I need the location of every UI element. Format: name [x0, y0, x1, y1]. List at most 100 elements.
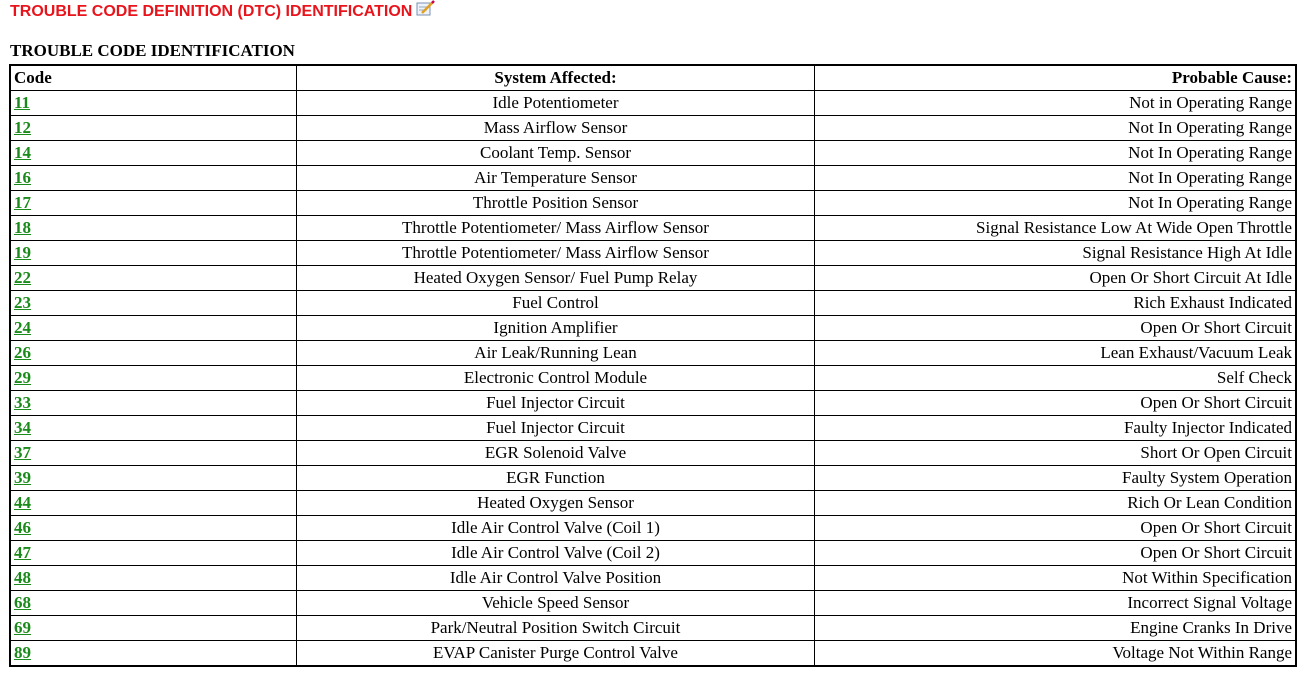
code-link[interactable]: 18 — [14, 218, 31, 237]
system-cell: Mass Airflow Sensor — [296, 115, 815, 141]
cause-cell: Open Or Short Circuit — [814, 515, 1297, 541]
code-link[interactable]: 16 — [14, 168, 31, 187]
table-row: 69 Park/Neutral Position Switch Circuit En… — [9, 615, 1297, 641]
code-cell: 16 — [9, 165, 297, 191]
code-cell: 33 — [9, 390, 297, 416]
code-link[interactable]: 48 — [14, 568, 31, 587]
code-cell: 89 — [9, 640, 297, 667]
system-cell: Throttle Position Sensor — [296, 190, 815, 216]
system-cell: Park/Neutral Position Switch Circuit — [296, 615, 815, 641]
code-link[interactable]: 34 — [14, 418, 31, 437]
system-cell: Idle Air Control Valve Position — [296, 565, 815, 591]
code-link[interactable]: 26 — [14, 343, 31, 362]
system-cell: Heated Oxygen Sensor — [296, 490, 815, 516]
system-cell: Fuel Injector Circuit — [296, 415, 815, 441]
table-row: 19 Throttle Potentiometer/ Mass Airflow S… — [9, 240, 1297, 266]
system-cell: Heated Oxygen Sensor/ Fuel Pump Relay — [296, 265, 815, 291]
table-row: 89 EVAP Canister Purge Control Valve Volta… — [9, 640, 1297, 667]
code-link[interactable]: 22 — [14, 268, 31, 287]
cause-cell: Faulty System Operation — [814, 465, 1297, 491]
table-row: 37 EGR Solenoid Valve Short Or Open Circui… — [9, 440, 1297, 466]
cause-cell: Open Or Short Circuit — [814, 540, 1297, 566]
cause-cell: Short Or Open Circuit — [814, 440, 1297, 466]
code-cell: 29 — [9, 365, 297, 391]
table-row: 11 Idle Potentiometer Not in Operating Ran… — [9, 90, 1297, 116]
table-row: 24 Ignition Amplifier Open Or Short Circui… — [9, 315, 1297, 341]
cause-cell: Voltage Not Within Range — [814, 640, 1297, 667]
system-cell: Air Temperature Sensor — [296, 165, 815, 191]
code-link[interactable]: 24 — [14, 318, 31, 337]
code-link[interactable]: 47 — [14, 543, 31, 562]
cause-cell: Faulty Injector Indicated — [814, 415, 1297, 441]
code-link[interactable]: 69 — [14, 618, 31, 637]
cause-cell: Open Or Short Circuit — [814, 390, 1297, 416]
system-cell: Idle Air Control Valve (Coil 1) — [296, 515, 815, 541]
table-row: 29 Electronic Control Module Self Check — [9, 365, 1297, 391]
cause-cell: Engine Cranks In Drive — [814, 615, 1297, 641]
system-cell: Electronic Control Module — [296, 365, 815, 391]
code-cell: 22 — [9, 265, 297, 291]
code-cell: 26 — [9, 340, 297, 366]
table-row: 39 EGR Function Faulty System Operation — [9, 465, 1297, 491]
system-cell: Fuel Control — [296, 290, 815, 316]
section-title: TROUBLE CODE IDENTIFICATION — [10, 41, 295, 60]
code-cell: 47 — [9, 540, 297, 566]
system-cell: EVAP Canister Purge Control Valve — [296, 640, 815, 667]
code-cell: 39 — [9, 465, 297, 491]
code-cell: 23 — [9, 290, 297, 316]
system-cell: EGR Solenoid Valve — [296, 440, 815, 466]
table-row: 17 Throttle Position Sensor Not In Operati… — [9, 190, 1297, 216]
cause-cell: Lean Exhaust/Vacuum Leak — [814, 340, 1297, 366]
table-header-row: Code System Affected: Probable Cause: — [9, 64, 1297, 91]
code-cell: 44 — [9, 490, 297, 516]
code-link[interactable]: 68 — [14, 593, 31, 612]
table-row: 34 Fuel Injector Circuit Faulty Injector I… — [9, 415, 1297, 441]
code-link[interactable]: 33 — [14, 393, 31, 412]
code-link[interactable]: 44 — [14, 493, 31, 512]
code-link[interactable]: 12 — [14, 118, 31, 137]
code-link[interactable]: 46 — [14, 518, 31, 537]
edit-note-icon[interactable] — [416, 0, 436, 17]
cause-cell: Incorrect Signal Voltage — [814, 590, 1297, 616]
code-link[interactable]: 19 — [14, 243, 31, 262]
code-link[interactable]: 17 — [14, 193, 31, 212]
code-link[interactable]: 89 — [14, 643, 31, 662]
header-system: System Affected: — [296, 64, 815, 91]
table-row: 44 Heated Oxygen Sensor Rich Or Lean Condi… — [9, 490, 1297, 516]
code-link[interactable]: 39 — [14, 468, 31, 487]
code-link[interactable]: 29 — [14, 368, 31, 387]
cause-cell: Signal Resistance Low At Wide Open Throt… — [814, 215, 1297, 241]
cause-cell: Not Within Specification — [814, 565, 1297, 591]
system-cell: Idle Air Control Valve (Coil 2) — [296, 540, 815, 566]
table-row: 26 Air Leak/Running Lean Lean Exhaust/Vacu… — [9, 340, 1297, 366]
table-row: 12 Mass Airflow Sensor Not In Operating Ra… — [9, 115, 1297, 141]
cause-cell: Not In Operating Range — [814, 190, 1297, 216]
code-cell: 69 — [9, 615, 297, 641]
system-cell: Air Leak/Running Lean — [296, 340, 815, 366]
header-cause: Probable Cause: — [814, 64, 1297, 91]
code-link[interactable]: 37 — [14, 443, 31, 462]
code-cell: 12 — [9, 115, 297, 141]
table-row: 14 Coolant Temp. Sensor Not In Operating R… — [9, 140, 1297, 166]
code-link[interactable]: 14 — [14, 143, 31, 162]
code-cell: 18 — [9, 215, 297, 241]
system-cell: Ignition Amplifier — [296, 315, 815, 341]
system-cell: Idle Potentiometer — [296, 90, 815, 116]
cause-cell: Signal Resistance High At Idle — [814, 240, 1297, 266]
cause-cell: Open Or Short Circuit At Idle — [814, 265, 1297, 291]
table-row: 23 Fuel Control Rich Exhaust Indicated — [9, 290, 1297, 316]
code-link[interactable]: 11 — [14, 93, 31, 112]
system-cell: Fuel Injector Circuit — [296, 390, 815, 416]
cause-cell: Rich Exhaust Indicated — [814, 290, 1297, 316]
code-cell: 37 — [9, 440, 297, 466]
code-cell: 19 — [9, 240, 297, 266]
system-cell: Vehicle Speed Sensor — [296, 590, 815, 616]
code-link[interactable]: 23 — [14, 293, 31, 312]
page-title-text: TROUBLE CODE DEFINITION (DTC) IDENTIFICA… — [10, 3, 413, 20]
code-cell: 17 — [9, 190, 297, 216]
code-cell: 48 — [9, 565, 297, 591]
table-row: 16 Air Temperature Sensor Not In Operating… — [9, 165, 1297, 191]
cause-cell: Self Check — [814, 365, 1297, 391]
cause-cell: Rich Or Lean Condition — [814, 490, 1297, 516]
system-cell: EGR Function — [296, 465, 815, 491]
